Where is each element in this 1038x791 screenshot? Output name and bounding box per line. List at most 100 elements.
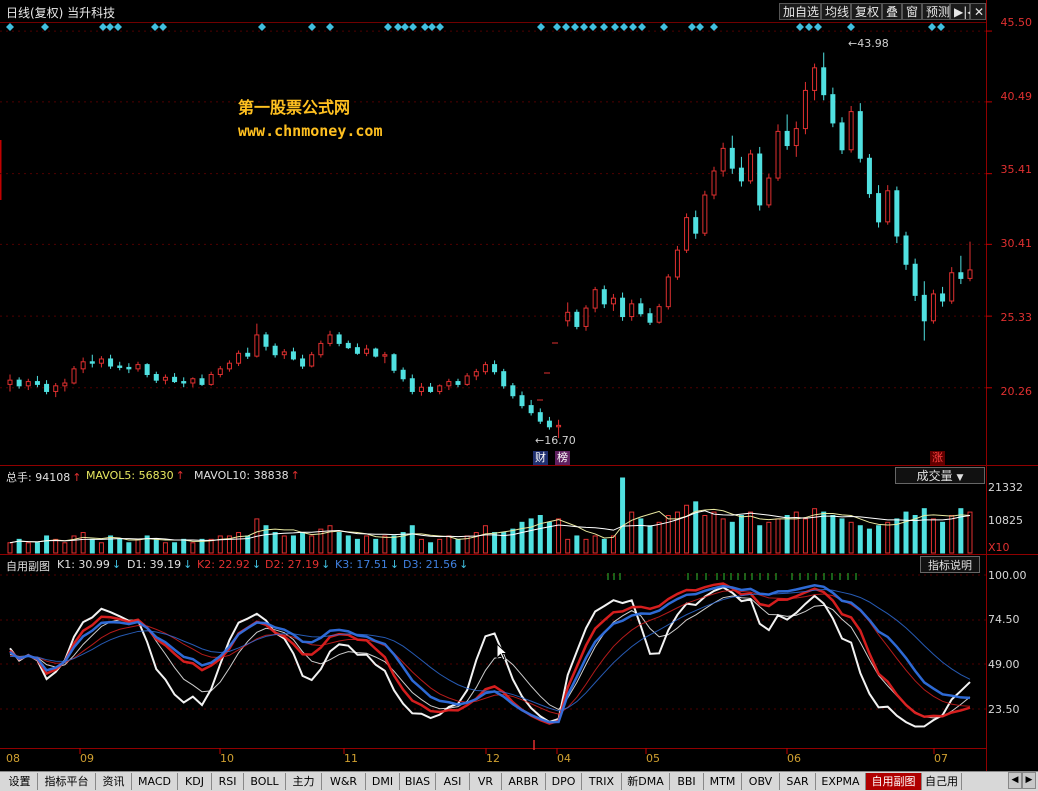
signal-diamond-icon: [710, 23, 718, 31]
legend-arrow-icon: ↓: [389, 558, 400, 571]
volume-bar: [574, 535, 580, 554]
volume-bar: [592, 535, 598, 554]
candle-body: [318, 342, 324, 356]
volume-dropdown-label: 成交量: [916, 469, 953, 483]
tab-scroll-right-button[interactable]: ▶: [1022, 772, 1036, 789]
volume-bar: [492, 532, 498, 554]
volume-bar: [281, 535, 287, 554]
tab-16[interactable]: 新DMA: [622, 773, 670, 790]
tab-4[interactable]: KDJ: [178, 773, 212, 790]
candle-body: [537, 412, 543, 422]
tab-13[interactable]: ARBR: [502, 773, 546, 790]
tab-6[interactable]: BOLL: [244, 773, 286, 790]
tab-14[interactable]: DPO: [546, 773, 582, 790]
volume-bar: [949, 515, 955, 554]
candle-body: [912, 263, 918, 296]
volume-bar: [665, 515, 671, 554]
candle-body: [98, 358, 104, 364]
tab-22[interactable]: 自用副图: [866, 773, 922, 790]
tab-15[interactable]: TRIX: [582, 773, 622, 790]
tab-10[interactable]: BIAS: [400, 773, 436, 790]
tab-8[interactable]: W&R: [322, 773, 366, 790]
forecast-button[interactable]: 预测: [922, 3, 950, 20]
legend-arrow-icon: ↑: [290, 469, 300, 482]
volume-bar: [190, 542, 196, 554]
watermark-title: 第一股票公式网: [238, 98, 351, 117]
tab-23[interactable]: 自己用: [922, 773, 962, 790]
tab-11[interactable]: ASI: [436, 773, 470, 790]
candle-body: [848, 111, 854, 151]
add-watchlist-button[interactable]: 加自选: [779, 3, 821, 20]
indicator-help-button[interactable]: 指标说明: [920, 556, 980, 573]
tab-1[interactable]: 指标平台: [38, 773, 96, 790]
rank-badge[interactable]: 榜: [555, 451, 570, 465]
legend-arrow-icon: ↑: [72, 471, 82, 484]
volume-bar: [89, 538, 95, 554]
candle-body: [281, 351, 287, 356]
tab-9[interactable]: DMI: [366, 773, 400, 790]
volume-bar: [903, 511, 909, 554]
close-button[interactable]: ✕: [970, 3, 986, 20]
volume-bar: [866, 528, 872, 554]
candle-body: [647, 313, 653, 323]
tab-3[interactable]: MACD: [132, 773, 178, 790]
tab-2[interactable]: 资讯: [96, 773, 132, 790]
volume-bar: [556, 518, 562, 554]
candle-body: [501, 371, 507, 387]
tab-19[interactable]: OBV: [742, 773, 780, 790]
rise-badge[interactable]: 涨: [930, 451, 945, 465]
volume-bar: [748, 511, 754, 554]
candle-body: [903, 235, 909, 265]
volume-bar: [519, 521, 525, 554]
candle-body: [802, 89, 808, 130]
adjust-price-button[interactable]: 复权: [851, 3, 882, 20]
candle-body: [464, 375, 470, 385]
tab-7[interactable]: 主力: [286, 773, 322, 790]
candle-body: [409, 378, 415, 392]
moving-average-button[interactable]: 均线: [821, 3, 851, 20]
signal-diamond-icon: [409, 23, 417, 31]
overlay-button[interactable]: 叠: [882, 3, 902, 20]
candle-body: [921, 294, 927, 322]
signal-diamond-icon: [688, 23, 696, 31]
candle-body: [748, 153, 754, 182]
finance-badge[interactable]: 财: [533, 451, 548, 465]
volume-bar: [144, 535, 150, 554]
signal-diamond-icon: [537, 23, 545, 31]
month-label: 04: [557, 752, 571, 765]
tab-21[interactable]: EXPMA: [816, 773, 866, 790]
volume-bar: [784, 515, 790, 554]
candle-body: [656, 306, 662, 323]
candle-body: [473, 371, 479, 377]
volume-bar: [364, 535, 370, 554]
candle-body: [290, 351, 296, 360]
tab-0[interactable]: 设置: [2, 773, 38, 790]
volume-ma10-line: [9, 510, 971, 544]
candle-body: [876, 193, 882, 223]
volume-bar: [921, 508, 927, 554]
legend-text: MAVOL10: 38838: [194, 469, 289, 482]
candle-body: [766, 177, 772, 206]
volume-bar: [217, 535, 223, 554]
candle-body: [519, 395, 525, 407]
tab-18[interactable]: MTM: [704, 773, 742, 790]
candle-body: [172, 376, 178, 383]
tab-20[interactable]: SAR: [780, 773, 816, 790]
high-price-marker: ←43.98: [848, 37, 889, 50]
volume-bar: [729, 521, 735, 554]
candle-body: [327, 334, 333, 344]
candle-body: [108, 358, 114, 367]
main-chart-canvas[interactable]: [0, 0, 1038, 771]
volume-bar: [226, 535, 232, 554]
tab-12[interactable]: VR: [470, 773, 502, 790]
tab-5[interactable]: RSI: [212, 773, 244, 790]
candle-body: [254, 334, 260, 357]
indicator-axis-label: 23.50: [988, 703, 1020, 716]
window-button[interactable]: 窗: [902, 3, 922, 20]
candle-body: [71, 368, 77, 384]
tab-scroll-left-button[interactable]: ◀: [1008, 772, 1022, 789]
tab-17[interactable]: BBI: [670, 773, 704, 790]
candle-body: [428, 386, 434, 392]
volume-dropdown[interactable]: 成交量 ▼: [895, 467, 985, 484]
legend-text: MAVOL5: 56830: [86, 469, 174, 482]
